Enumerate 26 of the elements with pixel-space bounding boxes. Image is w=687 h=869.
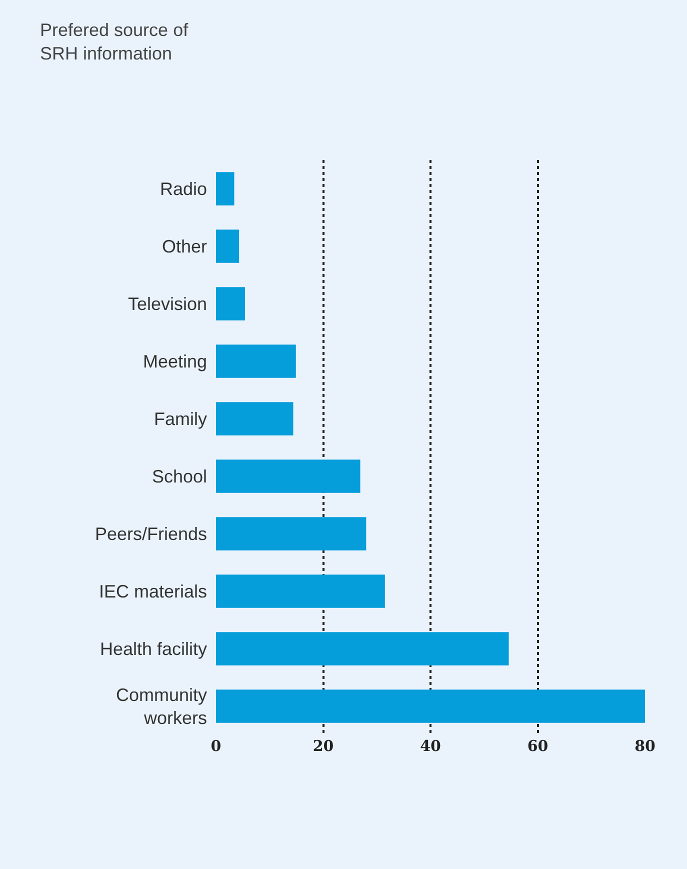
y-tick-label: Peers/Friends xyxy=(94,524,207,544)
bar xyxy=(216,230,240,263)
bar xyxy=(216,690,645,723)
x-tick-label: 80 xyxy=(634,737,656,755)
y-tick-label: IEC materials xyxy=(98,582,207,602)
bar xyxy=(216,287,245,320)
x-tick-label: 0 xyxy=(210,737,222,755)
y-tick-label: Community workers xyxy=(116,684,207,728)
bar xyxy=(216,517,366,550)
x-tick-label: 40 xyxy=(420,737,441,755)
chart-title: Prefered source of SRH information xyxy=(40,20,190,64)
bar xyxy=(216,574,385,608)
y-tick-label: Health facility xyxy=(100,639,207,660)
y-tick-label: Radio xyxy=(160,179,207,200)
y-tick-label: Television xyxy=(128,294,207,314)
x-tick-label: 20 xyxy=(312,737,334,755)
y-tick-label: Other xyxy=(162,236,207,257)
bar xyxy=(216,632,509,666)
bar xyxy=(216,344,296,378)
bar xyxy=(216,402,294,436)
y-tick-label: Meeting xyxy=(142,352,207,372)
x-tick-label: 60 xyxy=(527,737,548,755)
y-tick-label: School xyxy=(152,466,207,487)
bar xyxy=(216,460,360,493)
y-tick-label: Family xyxy=(154,409,207,430)
bar xyxy=(216,172,234,206)
